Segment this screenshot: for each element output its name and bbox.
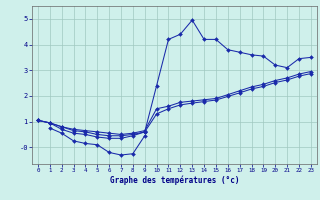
X-axis label: Graphe des températures (°c): Graphe des températures (°c) [110, 175, 239, 185]
